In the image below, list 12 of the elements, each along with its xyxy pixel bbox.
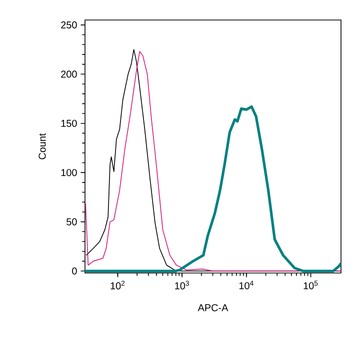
y-tick-label: 100 bbox=[61, 169, 77, 176]
y-tick-label: 0 bbox=[72, 268, 77, 275]
x-tick-label: 10$^{4}$ bbox=[239, 280, 254, 290]
x-tick-label: 10$^{5}$ bbox=[304, 280, 318, 290]
x-axis-title: APC-A bbox=[198, 304, 228, 312]
y-tick-label: 250 bbox=[61, 21, 77, 28]
y-tick-label: 200 bbox=[61, 70, 77, 78]
x-tick-label: 10$^{2}$ bbox=[110, 280, 125, 290]
x-tick-label: 10$^{3}$ bbox=[175, 280, 189, 290]
y-tick-label: 50 bbox=[66, 218, 77, 226]
y-axis-title: Count bbox=[38, 133, 46, 160]
y-tick-label: 150 bbox=[61, 120, 77, 127]
